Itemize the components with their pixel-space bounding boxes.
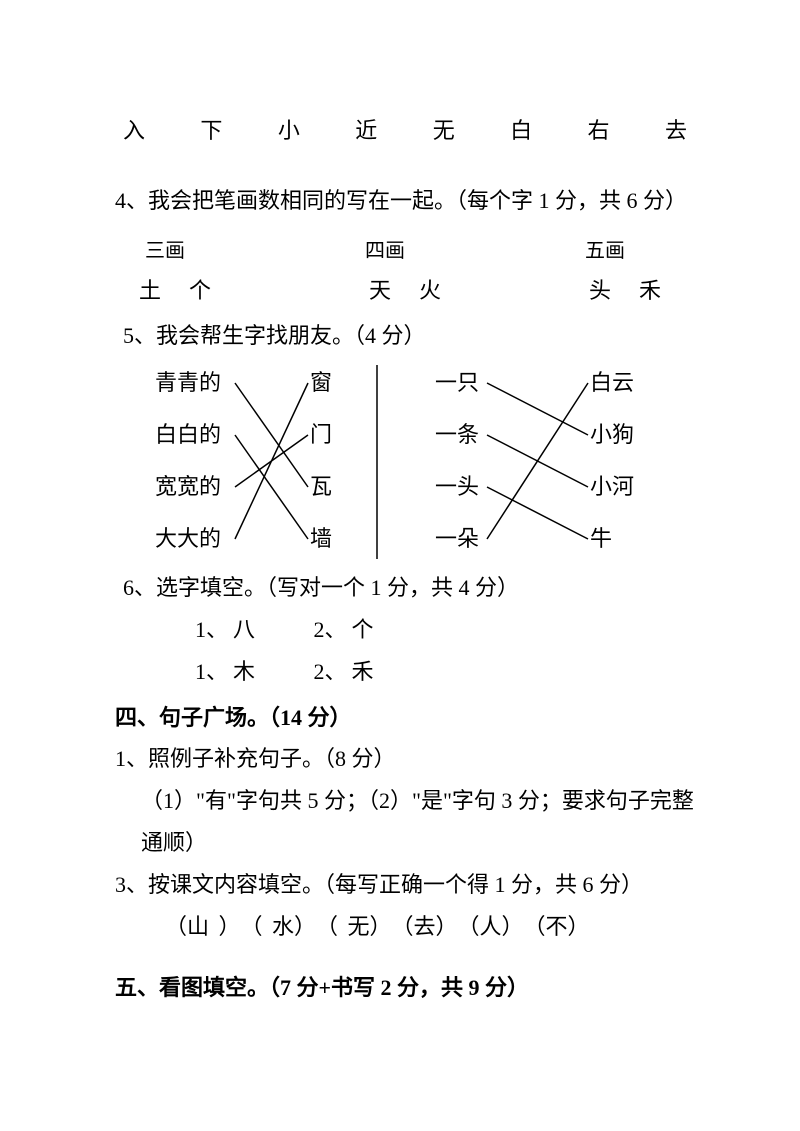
char: 去 <box>665 110 687 152</box>
q4-header-3: 三画 <box>145 232 365 270</box>
q4-title: 4、我会把笔画数相同的写在一起。（每个字 1 分，共 6 分） <box>115 180 695 222</box>
sec4-q1-note: （1）"有"字句共 5 分；（2）"是"字句 3 分；要求句子完整通顺） <box>115 780 695 864</box>
q4-headers: 三画 四画 五画 <box>115 232 695 270</box>
match-item: 一只 <box>435 357 479 409</box>
q6-char: 八 <box>233 609 308 651</box>
q6-row-2: 1、木 2、禾 <box>115 651 695 693</box>
section4-title: 四、句子广场。（14 分） <box>115 697 695 739</box>
q6-row-1: 1、八 2、个 <box>115 609 695 651</box>
match-item: 小河 <box>590 461 634 513</box>
match-item: 一朵 <box>435 513 479 565</box>
sec4-q3: 3、按课文内容填空。（每写正确一个得 1 分，共 6 分） <box>115 864 695 906</box>
char: 右 <box>588 110 610 152</box>
q5-matching: 青青的 白白的 宽宽的 大大的 窗 门 瓦 墙 一只 一条 一头 一朵 白云 小… <box>115 357 695 567</box>
match-item: 小狗 <box>590 409 634 461</box>
q6-char: 个 <box>352 609 427 651</box>
character-row: 入 下 小 近 无 白 右 去 <box>115 110 695 152</box>
char: 小 <box>278 110 300 152</box>
match-item: 瓦 <box>310 461 332 513</box>
q6-num: 2、 <box>314 609 352 651</box>
match-item: 一条 <box>435 409 479 461</box>
match-item: 宽宽的 <box>155 461 221 513</box>
match-item: 墙 <box>310 513 332 565</box>
char: 白 <box>510 110 532 152</box>
q4-header-5: 五画 <box>585 232 625 270</box>
q6-num: 1、 <box>195 609 233 651</box>
q4-header-4: 四画 <box>365 232 585 270</box>
match-item: 牛 <box>590 513 634 565</box>
q4-char: 禾 <box>625 270 675 312</box>
q4-char: 天 <box>355 270 405 312</box>
q5-title: 5、我会帮生字找朋友。（4 分） <box>115 315 695 357</box>
sec4-q3-answers: （山 ） （ 水） （ 无） （去） （人） （不） <box>115 906 695 948</box>
q6-num: 1、 <box>195 651 233 693</box>
match-item: 窗 <box>310 357 332 409</box>
section5-title: 五、看图填空。（7 分+书写 2 分，共 9 分） <box>115 967 695 1009</box>
q5-col-right-b: 白云 小狗 小河 牛 <box>590 357 634 565</box>
char: 入 <box>123 110 145 152</box>
char: 无 <box>433 110 455 152</box>
q5-col-left-a: 青青的 白白的 宽宽的 大大的 <box>155 357 221 565</box>
match-item: 白云 <box>590 357 634 409</box>
char: 近 <box>355 110 377 152</box>
char: 下 <box>200 110 222 152</box>
q6-title: 6、选字填空。（写对一个 1 分，共 4 分） <box>115 567 695 609</box>
q4-char: 个 <box>175 270 225 312</box>
match-item: 青青的 <box>155 357 221 409</box>
match-item: 白白的 <box>155 409 221 461</box>
q5-col-right-a: 一只 一条 一头 一朵 <box>435 357 479 565</box>
q6-char: 木 <box>233 651 308 693</box>
q4-char: 火 <box>405 270 455 312</box>
q4-char: 土 <box>125 270 175 312</box>
q5-col-left-b: 窗 门 瓦 墙 <box>310 357 332 565</box>
q4-chars: 土个 天火 头禾 <box>115 270 695 312</box>
match-item: 一头 <box>435 461 479 513</box>
sec4-q1: 1、照例子补充句子。（8 分） <box>115 738 695 780</box>
q6-char: 禾 <box>352 651 427 693</box>
q6-num: 2、 <box>314 651 352 693</box>
match-item: 大大的 <box>155 513 221 565</box>
q4-char: 头 <box>575 270 625 312</box>
match-item: 门 <box>310 409 332 461</box>
